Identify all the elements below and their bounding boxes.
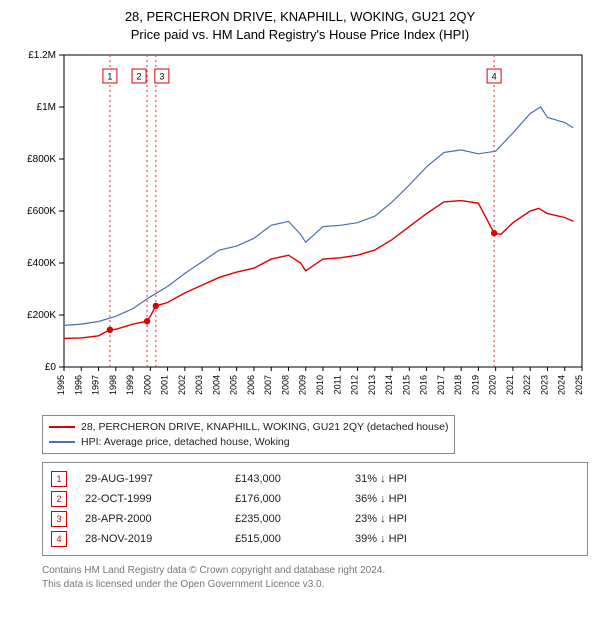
sale-date: 28-APR-2000	[85, 513, 235, 525]
legend-label: 28, PERCHERON DRIVE, KNAPHILL, WOKING, G…	[81, 420, 448, 435]
sale-date: 22-OCT-1999	[85, 493, 235, 505]
svg-text:1998: 1998	[108, 375, 118, 395]
svg-text:2014: 2014	[384, 375, 394, 395]
svg-text:1997: 1997	[91, 375, 101, 395]
svg-text:2017: 2017	[436, 375, 446, 395]
svg-text:4: 4	[492, 72, 497, 82]
sale-delta: 31% ↓ HPI	[355, 473, 455, 485]
chart-svg: £0 £200K £400K £600K £800K £1M £1.2M 1995 1996 19…	[12, 47, 588, 407]
sale-row: 4 28-NOV-2019£515,00039% ↓ HPI	[51, 529, 579, 549]
svg-text:2024: 2024	[557, 375, 567, 395]
svg-text:1: 1	[107, 72, 112, 82]
sale-delta: 36% ↓ HPI	[355, 493, 455, 505]
svg-text:2020: 2020	[488, 375, 498, 395]
svg-text:2007: 2007	[263, 375, 273, 395]
sale-row: 1 29-AUG-1997£143,00031% ↓ HPI	[51, 469, 579, 489]
svg-text:1995: 1995	[56, 375, 66, 395]
svg-text:2000: 2000	[142, 375, 152, 395]
svg-text:2005: 2005	[229, 375, 239, 395]
svg-text:2021: 2021	[505, 375, 515, 395]
chart: £0 £200K £400K £600K £800K £1M £1.2M 1995 1996 19…	[12, 47, 588, 407]
svg-text:2006: 2006	[246, 375, 256, 395]
svg-text:2008: 2008	[280, 375, 290, 395]
svg-text:1999: 1999	[125, 375, 135, 395]
sale-price: £143,000	[235, 473, 355, 485]
svg-text:£600K: £600K	[27, 206, 56, 217]
legend-swatch	[49, 426, 75, 428]
svg-text:2001: 2001	[160, 375, 170, 395]
page: 28, PERCHERON DRIVE, KNAPHILL, WOKING, G…	[0, 0, 600, 599]
legend-item: 28, PERCHERON DRIVE, KNAPHILL, WOKING, G…	[49, 420, 448, 435]
sale-marker: 1	[51, 471, 67, 487]
footer-line-2: This data is licensed under the Open Gov…	[42, 578, 588, 592]
svg-text:2022: 2022	[522, 375, 532, 395]
svg-text:2011: 2011	[332, 375, 342, 394]
svg-text:2002: 2002	[177, 375, 187, 395]
sale-row: 2 22-OCT-1999£176,00036% ↓ HPI	[51, 489, 579, 509]
sale-marker: 3	[51, 511, 67, 527]
svg-text:£800K: £800K	[27, 154, 56, 165]
svg-text:2023: 2023	[539, 375, 549, 395]
title-line-2: Price paid vs. HM Land Registry's House …	[12, 26, 588, 44]
sale-date: 28-NOV-2019	[85, 533, 235, 545]
svg-text:2: 2	[137, 72, 142, 82]
sale-date: 29-AUG-1997	[85, 473, 235, 485]
title-line-1: 28, PERCHERON DRIVE, KNAPHILL, WOKING, G…	[12, 8, 588, 26]
svg-text:2015: 2015	[401, 375, 411, 395]
legend-label: HPI: Average price, detached house, Woki…	[81, 435, 290, 450]
svg-text:3: 3	[159, 72, 164, 82]
svg-text:£1M: £1M	[37, 102, 56, 113]
svg-text:2003: 2003	[194, 375, 204, 395]
sale-row: 3 28-APR-2000£235,00023% ↓ HPI	[51, 509, 579, 529]
svg-text:2009: 2009	[298, 375, 308, 395]
legend-item: HPI: Average price, detached house, Woki…	[49, 435, 448, 450]
svg-text:1996: 1996	[73, 375, 83, 395]
svg-text:£1.2M: £1.2M	[28, 50, 56, 61]
svg-text:£400K: £400K	[27, 258, 56, 269]
svg-text:2018: 2018	[453, 375, 463, 395]
legend-swatch	[49, 441, 75, 443]
footer-line-1: Contains HM Land Registry data © Crown c…	[42, 564, 588, 578]
svg-text:2012: 2012	[350, 375, 360, 395]
chart-title: 28, PERCHERON DRIVE, KNAPHILL, WOKING, G…	[12, 8, 588, 43]
footer: Contains HM Land Registry data © Crown c…	[42, 564, 588, 591]
sale-marker: 4	[51, 531, 67, 547]
sale-delta: 39% ↓ HPI	[355, 533, 455, 545]
svg-text:2016: 2016	[419, 375, 429, 395]
legend: 28, PERCHERON DRIVE, KNAPHILL, WOKING, G…	[42, 415, 455, 454]
svg-text:2004: 2004	[211, 375, 221, 395]
svg-text:2019: 2019	[470, 375, 480, 395]
sale-price: £176,000	[235, 493, 355, 505]
svg-text:£0: £0	[45, 362, 57, 373]
svg-text:2010: 2010	[315, 375, 325, 395]
sale-delta: 23% ↓ HPI	[355, 513, 455, 525]
svg-text:2013: 2013	[367, 375, 377, 395]
svg-text:2025: 2025	[574, 375, 584, 395]
sales-table: 1 29-AUG-1997£143,00031% ↓ HPI 2 22-OCT-199…	[42, 462, 588, 556]
sale-marker: 2	[51, 491, 67, 507]
svg-text:£200K: £200K	[27, 310, 56, 321]
sale-price: £515,000	[235, 533, 355, 545]
sale-price: £235,000	[235, 513, 355, 525]
